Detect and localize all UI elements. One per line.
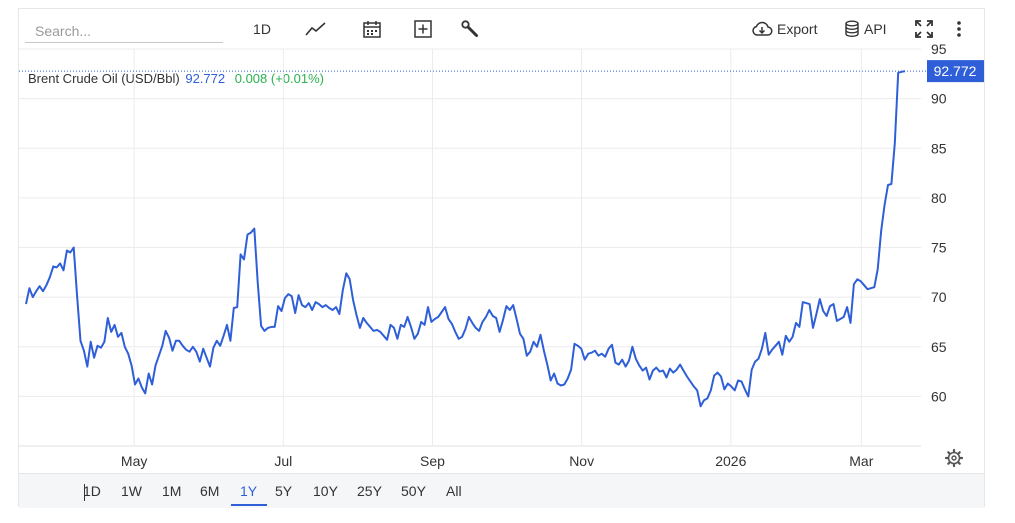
last-price-tag xyxy=(927,60,984,83)
range-button-1d[interactable]: 1D xyxy=(83,483,101,499)
price-series-line[interactable] xyxy=(25,70,906,408)
cloud-download-icon xyxy=(752,21,773,36)
tools-button[interactable] xyxy=(457,17,483,41)
fullscreen-icon xyxy=(915,20,933,38)
x-tick-label: Sep xyxy=(420,453,445,469)
x-tick-label: Jul xyxy=(274,453,292,469)
chart-widget: 1D xyxy=(18,8,985,508)
last-price-label: 92.772 xyxy=(934,63,977,79)
database-icon xyxy=(845,20,859,37)
more-options-button[interactable] xyxy=(951,17,967,41)
export-button[interactable]: Export xyxy=(751,17,817,41)
time-range-selector: 1D 1W 1M 6M 1Y 5Y 10Y 25Y 50Y All xyxy=(19,473,984,508)
text-cursor-mark xyxy=(84,484,85,501)
plus-square-icon xyxy=(414,20,432,38)
y-tick-label: 85 xyxy=(931,140,947,156)
range-button-25y[interactable]: 25Y xyxy=(357,483,382,499)
y-tick-label: 70 xyxy=(931,289,947,305)
current-price: 92.772 xyxy=(185,71,226,86)
range-button-1w[interactable]: 1W xyxy=(121,483,142,499)
price-change: 0.008 (+0.01%) xyxy=(234,71,324,86)
vertical-dots-icon xyxy=(957,21,961,37)
range-button-all[interactable]: All xyxy=(446,483,462,499)
range-button-10y[interactable]: 10Y xyxy=(313,483,338,499)
range-button-6m[interactable]: 6M xyxy=(200,483,220,499)
price-chart[interactable]: 60 65 70 75 80 85 90 95 May Jul Sep Nov 2026 Mar 92.… xyxy=(19,9,984,473)
range-button-1m[interactable]: 1M xyxy=(162,483,182,499)
add-indicator-button[interactable] xyxy=(410,17,436,41)
api-button[interactable]: API xyxy=(844,17,887,41)
api-label: API xyxy=(864,21,887,37)
x-tick-label: Nov xyxy=(569,453,594,469)
y-tick-label: 65 xyxy=(931,339,947,355)
y-tick-label: 60 xyxy=(931,388,947,404)
line-chart-icon xyxy=(305,22,326,36)
y-tick-label: 90 xyxy=(931,91,947,107)
x-tick-label: Mar xyxy=(849,453,873,469)
range-button-50y[interactable]: 50Y xyxy=(401,483,426,499)
date-range-button[interactable] xyxy=(359,17,385,41)
instrument-name: Brent Crude Oil (USD/Bbl) xyxy=(28,71,180,86)
range-button-1y[interactable]: 1Y xyxy=(240,483,258,499)
wrench-icon xyxy=(461,20,478,37)
y-tick-label: 95 xyxy=(931,41,947,57)
range-button-5y[interactable]: 5Y xyxy=(275,483,293,499)
chart-header: Brent Crude Oil (USD/Bbl) 92.772 0.008 (… xyxy=(28,71,324,86)
interval-label: 1D xyxy=(253,21,271,37)
chart-type-button[interactable] xyxy=(303,17,329,41)
chart-toolbar: 1D xyxy=(19,9,984,49)
x-tick-label: May xyxy=(121,453,147,469)
export-label: Export xyxy=(777,21,818,37)
y-tick-label: 75 xyxy=(931,240,947,256)
x-tick-label: 2026 xyxy=(715,453,746,469)
y-tick-label: 80 xyxy=(931,190,947,206)
fullscreen-button[interactable] xyxy=(912,17,936,41)
interval-button[interactable]: 1D xyxy=(247,17,277,41)
calendar-icon xyxy=(363,21,381,38)
search-input[interactable] xyxy=(25,19,223,43)
settings-gear-icon[interactable] xyxy=(944,448,964,468)
active-range-underline xyxy=(231,504,267,506)
